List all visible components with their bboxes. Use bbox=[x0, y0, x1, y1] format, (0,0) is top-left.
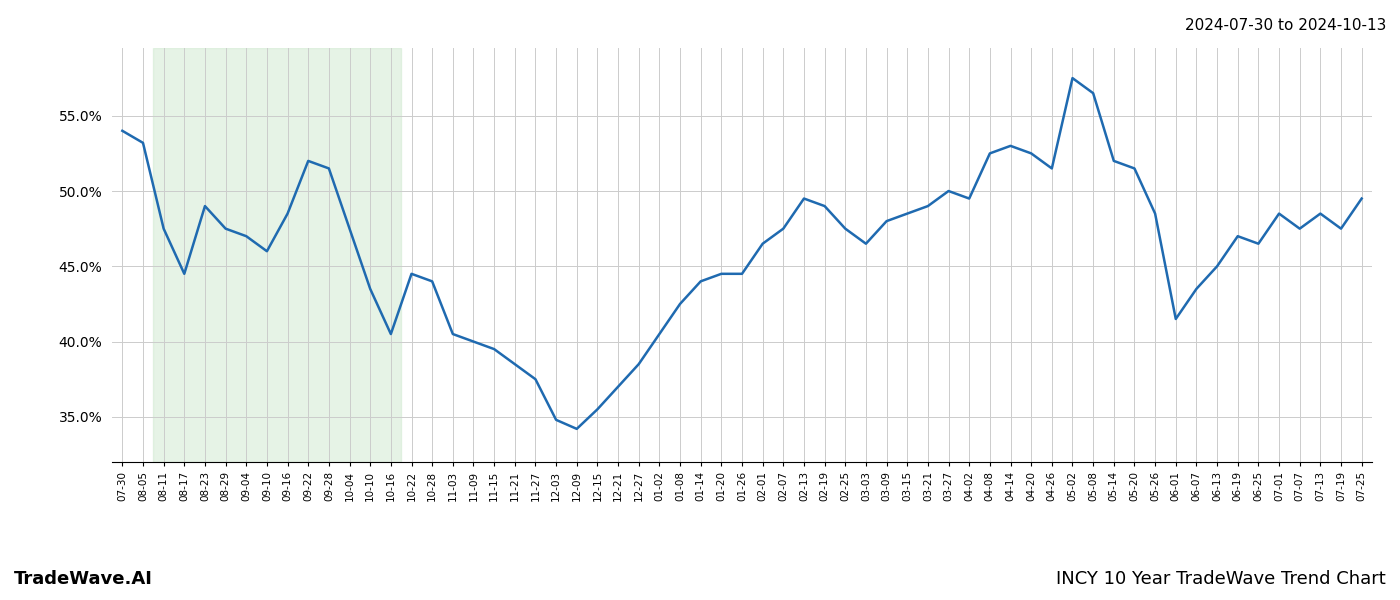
Text: 2024-07-30 to 2024-10-13: 2024-07-30 to 2024-10-13 bbox=[1184, 18, 1386, 33]
Bar bbox=[154, 48, 402, 462]
Text: TradeWave.AI: TradeWave.AI bbox=[14, 570, 153, 588]
Text: INCY 10 Year TradeWave Trend Chart: INCY 10 Year TradeWave Trend Chart bbox=[1056, 570, 1386, 588]
